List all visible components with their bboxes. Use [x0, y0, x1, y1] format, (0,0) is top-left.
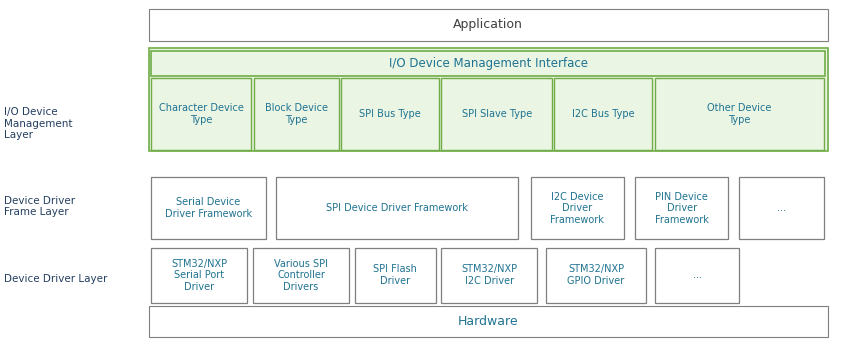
Text: STM32/NXP
GPIO Driver: STM32/NXP GPIO Driver [567, 265, 625, 286]
FancyBboxPatch shape [149, 306, 828, 337]
FancyBboxPatch shape [276, 177, 518, 239]
Text: I/O Device Management Interface: I/O Device Management Interface [389, 57, 588, 70]
FancyBboxPatch shape [254, 78, 339, 150]
FancyBboxPatch shape [151, 51, 825, 76]
FancyBboxPatch shape [531, 177, 624, 239]
Text: Device Driver Layer: Device Driver Layer [4, 273, 108, 284]
FancyBboxPatch shape [546, 248, 646, 303]
Text: Device Driver
Frame Layer: Device Driver Frame Layer [4, 196, 76, 217]
Text: Application: Application [453, 19, 523, 31]
Text: ...: ... [778, 203, 786, 213]
FancyBboxPatch shape [441, 78, 552, 150]
FancyBboxPatch shape [554, 78, 652, 150]
Text: SPI Device Driver Framework: SPI Device Driver Framework [326, 203, 468, 213]
Text: STM32/NXP
Serial Port
Driver: STM32/NXP Serial Port Driver [171, 259, 228, 292]
Text: ...: ... [693, 270, 701, 280]
Text: I2C Bus Type: I2C Bus Type [572, 109, 634, 119]
Text: Serial Device
Driver Framework: Serial Device Driver Framework [165, 197, 252, 219]
FancyBboxPatch shape [739, 177, 824, 239]
Text: Character Device
Type: Character Device Type [159, 104, 244, 125]
Text: I/O Device
Management
Layer: I/O Device Management Layer [4, 107, 73, 140]
FancyBboxPatch shape [341, 78, 439, 150]
FancyBboxPatch shape [655, 78, 824, 150]
FancyBboxPatch shape [635, 177, 728, 239]
FancyBboxPatch shape [151, 248, 247, 303]
Text: I2C Device
Driver
Framework: I2C Device Driver Framework [550, 192, 604, 225]
FancyBboxPatch shape [253, 248, 349, 303]
FancyBboxPatch shape [355, 248, 436, 303]
Text: SPI Bus Type: SPI Bus Type [359, 109, 421, 119]
Text: Hardware: Hardware [458, 315, 519, 328]
FancyBboxPatch shape [151, 177, 266, 239]
FancyBboxPatch shape [149, 9, 828, 41]
FancyBboxPatch shape [441, 248, 537, 303]
Text: STM32/NXP
I2C Driver: STM32/NXP I2C Driver [461, 265, 518, 286]
Text: SPI Slave Type: SPI Slave Type [462, 109, 531, 119]
Text: SPI Flash
Driver: SPI Flash Driver [374, 265, 417, 286]
FancyBboxPatch shape [149, 48, 828, 151]
FancyBboxPatch shape [655, 248, 739, 303]
FancyBboxPatch shape [151, 78, 251, 150]
Text: PIN Device
Driver
Framework: PIN Device Driver Framework [655, 192, 709, 225]
Text: Other Device
Type: Other Device Type [707, 104, 772, 125]
Text: Block Device
Type: Block Device Type [265, 104, 328, 125]
Text: Various SPI
Controller
Drivers: Various SPI Controller Drivers [274, 259, 328, 292]
